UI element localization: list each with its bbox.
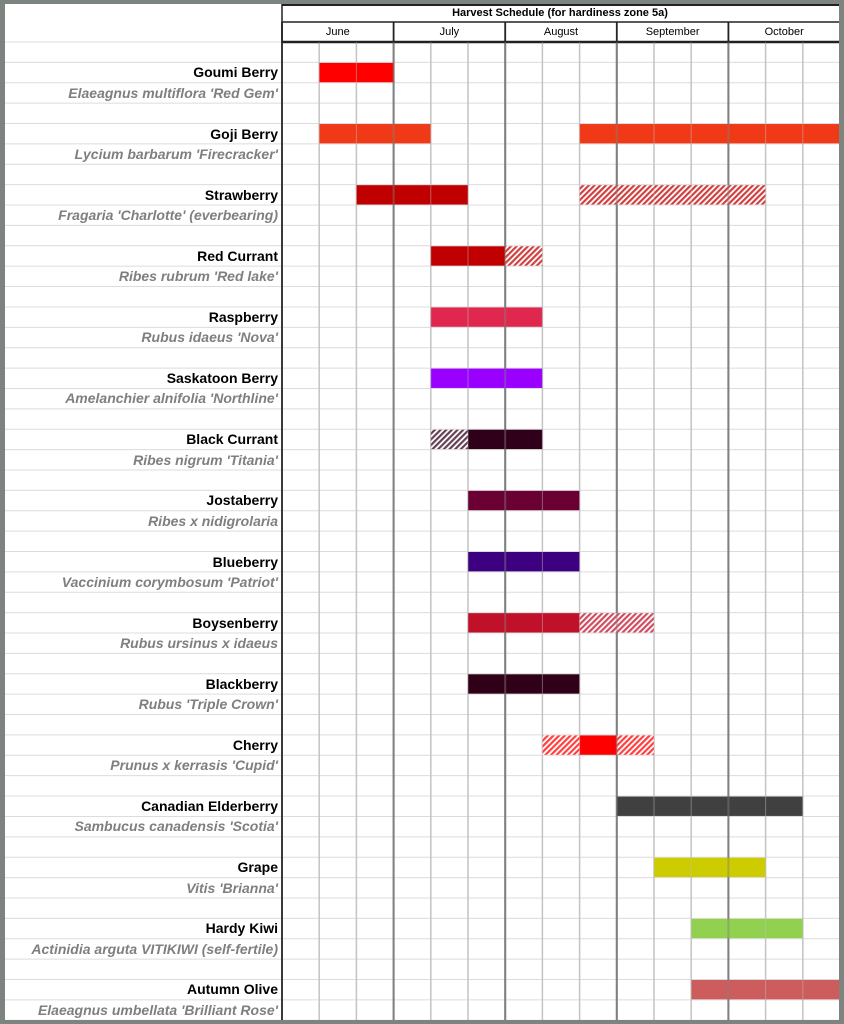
fruit-name: Blueberry [212,553,278,570]
fruit-name: Raspberry [208,308,278,325]
fruit-cultivar: Rubus ursinus x idaeus [120,635,278,652]
fruit-cultivar: Sambucus canadensis 'Scotia' [74,818,278,835]
harvest-bar-solid [654,857,766,878]
fruit-name: Autumn Olive [186,981,278,998]
month-label-july: July [439,26,460,38]
fruit-name: Boysenberry [192,614,278,631]
fruit-cultivar: Ribes rubrum 'Red lake' [118,268,278,285]
fruit-cultivar: Elaeagnus umbellata 'Brilliant Rose' [37,1001,278,1018]
harvest-bar-solid [356,185,468,205]
fruit-cultivar: Ribes nigrum 'Titania' [133,451,278,468]
harvest-bar-solid [468,490,580,511]
harvest-bar-solid [691,918,803,939]
harvest-bar-hatched [430,429,468,450]
harvest-bar-hatched [505,246,543,266]
month-label-september: September [645,26,700,38]
month-label-august: August [543,26,579,38]
fruit-name: Goumi Berry [193,64,278,81]
spreadsheet [5,4,839,1020]
fruit-name: Saskatoon Berry [166,370,278,387]
fruit-name: Strawberry [204,186,278,203]
harvest-bar-hatched [542,735,580,755]
fruit-cultivar: Rubus 'Triple Crown' [138,696,278,713]
harvest-bar-solid [468,613,580,633]
fruit-name: Cherry [232,736,278,753]
chart-title: Harvest Schedule (for hardiness zone 5a) [452,7,668,19]
fruit-name: Red Currant [197,247,278,264]
fruit-cultivar: Actinidia arguta VITIKIWI (self-fertile) [31,940,278,957]
harvest-bar-solid [691,979,839,1000]
fruit-name: Blackberry [205,675,278,692]
fruit-name: Canadian Elderberry [141,798,278,815]
fruit-cultivar: Amelanchier alnifolia 'Northline' [65,390,278,407]
month-label-june: June [325,26,350,38]
fruit-cultivar: Vaccinium corymbosum 'Patriot' [61,573,278,590]
fruit-cultivar: Lycium barbarum 'Firecracker' [74,145,278,162]
fruit-cultivar: Prunus x kerrasis 'Cupid' [110,757,278,774]
fruit-name: Grape [237,859,278,876]
fruit-cultivar: Rubus idaeus 'Nova' [141,329,278,346]
harvest-bar-solid [319,124,431,144]
harvest-bar-solid [579,735,617,755]
harvest-bar-hatched [579,185,766,205]
harvest-bar-solid [468,429,543,450]
fruit-name: Jostaberry [206,492,278,509]
harvest-bar-solid [468,674,580,694]
harvest-bar-solid [616,796,803,816]
harvest-bar-solid [430,307,543,327]
fruit-name: Black Currant [186,431,278,448]
fruit-cultivar: Fragaria 'Charlotte' (everbearing) [58,207,278,224]
harvest-bar-solid [579,124,839,144]
harvest-bar-solid [319,62,394,83]
harvest-bar-hatched [616,735,654,755]
harvest-bar-hatched [579,613,654,633]
fruit-cultivar: Vitis 'Brianna' [186,879,278,896]
fruit-cultivar: Ribes x nidigrolaria [148,512,278,529]
harvest-bar-solid [430,368,543,388]
harvest-bar-solid [468,552,580,572]
fruit-name: Hardy Kiwi [205,920,278,937]
harvest-bar-solid [430,246,506,266]
fruit-cultivar: Elaeagnus multiflora 'Red Gem' [68,84,278,101]
fruit-name: Goji Berry [210,125,278,142]
month-label-october: October [764,26,804,38]
gantt-grid [5,4,839,1020]
